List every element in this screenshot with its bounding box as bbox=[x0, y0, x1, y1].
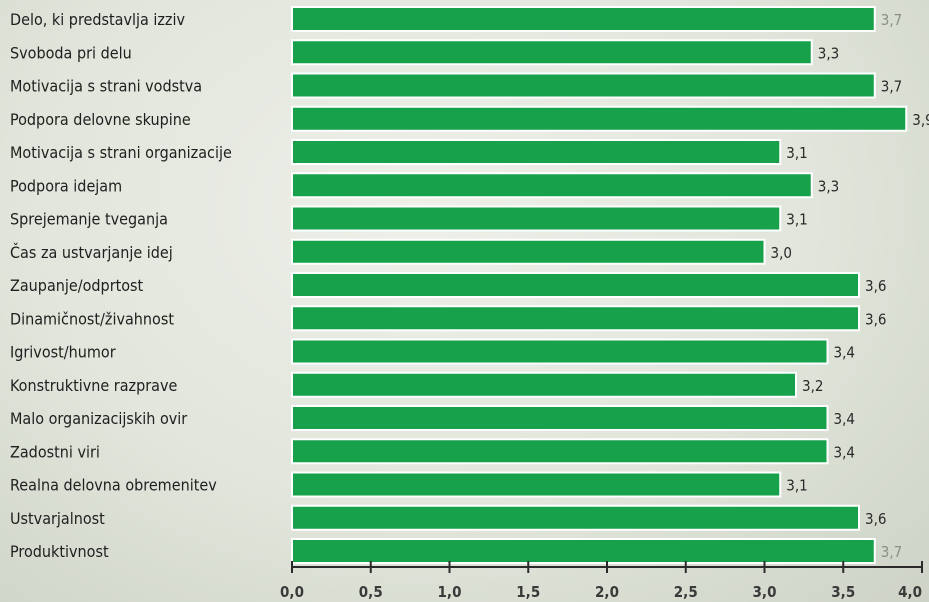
category-label: Podpora delovne skupine bbox=[10, 110, 191, 129]
value-label: 3,3 bbox=[818, 177, 839, 195]
bar bbox=[291, 338, 829, 365]
category-label: Konstruktivne razprave bbox=[10, 376, 177, 395]
value-label: 3,7 bbox=[881, 11, 902, 29]
x-tick-label: 0,5 bbox=[359, 583, 383, 601]
value-label: 3,6 bbox=[865, 310, 886, 328]
bar bbox=[291, 105, 908, 132]
bar bbox=[291, 438, 829, 465]
category-label: Realna delovna obremenitev bbox=[10, 476, 217, 495]
value-label: 3,3 bbox=[818, 44, 839, 62]
value-label: 3,1 bbox=[786, 477, 807, 495]
value-label: 3,1 bbox=[786, 144, 807, 162]
value-label: 3,9 bbox=[912, 111, 929, 129]
value-label: 3,6 bbox=[865, 277, 886, 295]
bar bbox=[291, 272, 860, 298]
bar bbox=[291, 6, 876, 32]
value-label: 3,4 bbox=[834, 443, 855, 461]
category-label: Podpora idejam bbox=[10, 176, 122, 195]
category-label: Dinamičnost/živahnost bbox=[10, 309, 174, 328]
bar bbox=[291, 172, 813, 199]
value-label: 3,2 bbox=[802, 377, 823, 395]
category-label: Svoboda pri delu bbox=[10, 43, 132, 62]
value-labels: 3,7 3,3 3,7 3,9 3,1 3,3 3,1 3,0 3,6 3,6 3,4 3,2 3,4 3… bbox=[771, 11, 929, 561]
x-tick-label: 4,0 bbox=[898, 583, 922, 601]
bar bbox=[291, 504, 860, 531]
category-label: Sprejemanje tveganja bbox=[10, 210, 168, 229]
x-tick-label: 2,5 bbox=[674, 583, 698, 601]
category-label: Produktivnost bbox=[10, 542, 109, 561]
bar bbox=[291, 139, 782, 165]
bar bbox=[291, 371, 797, 398]
value-label: 3,1 bbox=[786, 211, 807, 229]
bar bbox=[291, 305, 860, 332]
value-label: 3,4 bbox=[834, 344, 855, 362]
value-label: 3,4 bbox=[834, 410, 855, 428]
x-axis: 0,0 0,5 1,0 1,5 2,0 2,5 3,0 3,5 4,0 bbox=[280, 561, 923, 601]
x-tick-label: 0,0 bbox=[280, 583, 304, 601]
bar bbox=[291, 39, 813, 66]
category-label: Malo organizacijskih ovir bbox=[10, 409, 187, 428]
x-tick-label: 3,5 bbox=[831, 583, 855, 601]
x-tick-label: 1,5 bbox=[516, 583, 540, 601]
value-label: 3,7 bbox=[881, 543, 902, 561]
x-tick-label: 3,0 bbox=[753, 583, 777, 601]
value-label: 3,6 bbox=[865, 510, 886, 528]
category-label: Zaupanje/odprtost bbox=[10, 276, 144, 295]
category-label: Delo, ki predstavlja izziv bbox=[10, 10, 185, 29]
category-label: Motivacija s strani vodstva bbox=[10, 77, 202, 96]
bar bbox=[291, 72, 876, 99]
x-tick-label: 1,0 bbox=[438, 583, 462, 601]
bar bbox=[291, 538, 876, 564]
bar bbox=[291, 238, 766, 265]
bar bbox=[291, 405, 829, 431]
category-label: Ustvarjalnost bbox=[10, 509, 105, 528]
value-label: 3,7 bbox=[881, 78, 902, 96]
category-labels: Delo, ki predstavlja izziv Svoboda pri de… bbox=[10, 10, 232, 561]
category-label: Čas za ustvarjanje idej bbox=[10, 243, 173, 262]
x-tick-label: 2,0 bbox=[595, 583, 619, 601]
category-label: Igrivost/humor bbox=[10, 343, 116, 362]
bar bbox=[291, 471, 782, 498]
value-label: 3,0 bbox=[771, 244, 792, 262]
category-label: Zadostni viri bbox=[10, 442, 100, 461]
category-label: Motivacija s strani organizacije bbox=[10, 143, 232, 162]
bar bbox=[291, 205, 782, 232]
bars bbox=[291, 6, 908, 564]
